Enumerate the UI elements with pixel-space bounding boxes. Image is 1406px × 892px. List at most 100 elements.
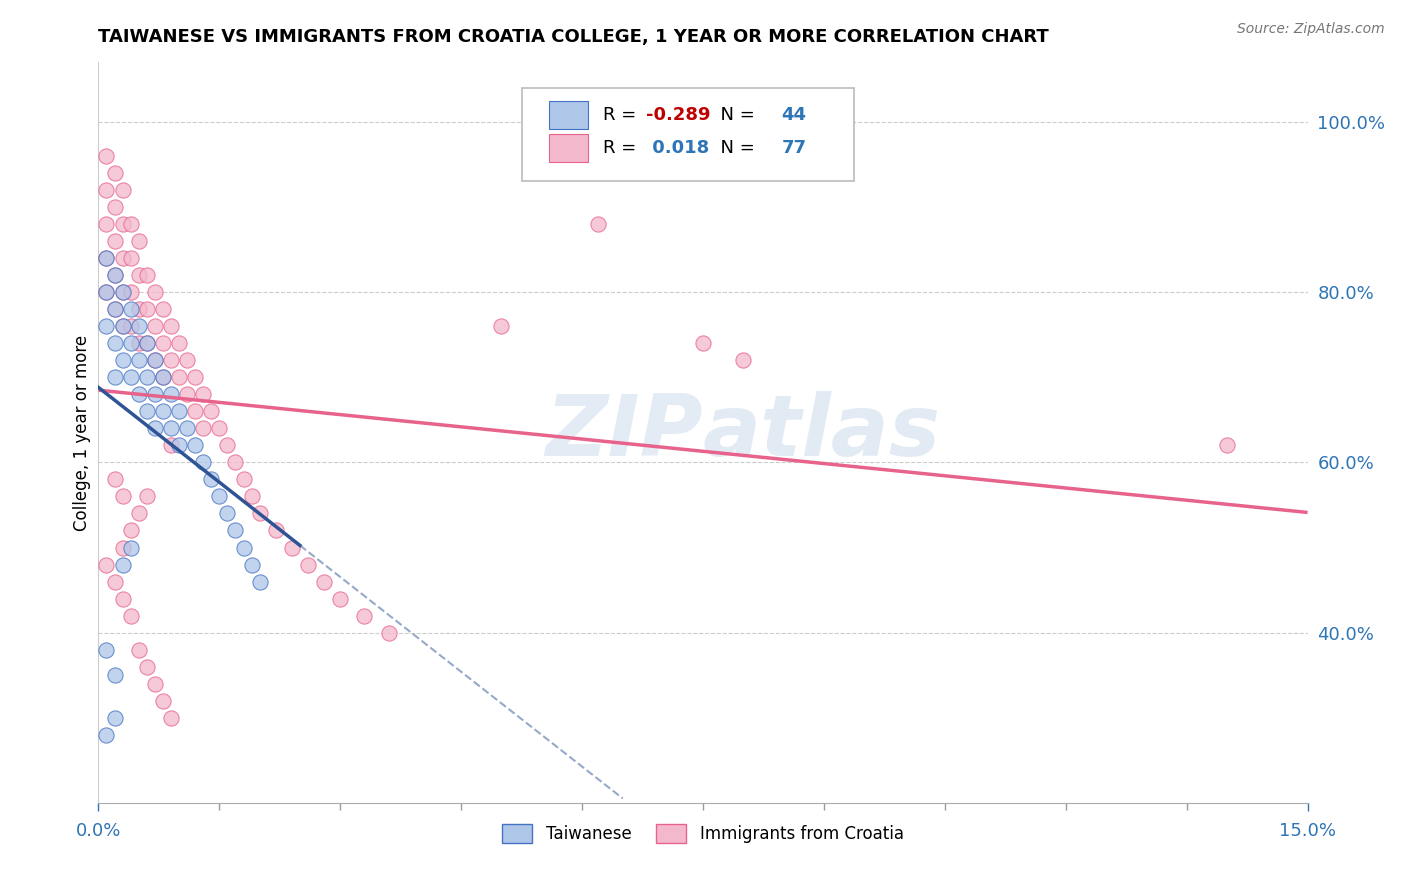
Point: [103, 166, 125, 180]
Point: [135, 659, 157, 673]
Point: [167, 336, 190, 351]
Point: [160, 353, 183, 368]
Point: [692, 336, 714, 351]
FancyBboxPatch shape: [550, 135, 588, 162]
Point: [128, 387, 150, 401]
Point: [217, 507, 239, 521]
Point: [184, 404, 207, 418]
Point: [96, 728, 118, 742]
Text: 44: 44: [782, 106, 807, 124]
Point: [152, 694, 174, 708]
Point: [111, 183, 134, 197]
Point: [103, 472, 125, 486]
Point: [152, 370, 174, 384]
Point: [193, 455, 215, 469]
Point: [240, 558, 263, 572]
Point: [184, 438, 207, 452]
Point: [176, 353, 198, 368]
Point: [135, 490, 157, 504]
Point: [96, 217, 118, 231]
Legend: Taiwanese, Immigrants from Croatia: Taiwanese, Immigrants from Croatia: [496, 817, 910, 850]
Point: [176, 387, 198, 401]
Point: [135, 404, 157, 418]
Point: [217, 438, 239, 452]
Point: [111, 319, 134, 334]
Point: [152, 302, 174, 317]
Point: [160, 711, 183, 725]
Point: [193, 421, 215, 435]
Point: [733, 353, 755, 368]
Point: [96, 251, 118, 265]
Point: [128, 319, 150, 334]
Point: [96, 642, 118, 657]
Point: [103, 268, 125, 283]
Point: [96, 149, 118, 163]
Point: [143, 353, 166, 368]
Point: [111, 541, 134, 555]
Point: [135, 370, 157, 384]
Point: [297, 558, 319, 572]
Point: [96, 319, 118, 334]
Point: [103, 574, 125, 589]
Point: [120, 285, 142, 300]
Point: [143, 421, 166, 435]
Point: [167, 370, 190, 384]
Text: ZIP: ZIP: [546, 391, 703, 475]
Text: atlas: atlas: [703, 391, 941, 475]
Point: [143, 353, 166, 368]
Text: R =: R =: [603, 139, 641, 157]
Point: [353, 608, 375, 623]
Point: [120, 251, 142, 265]
Point: [208, 490, 231, 504]
Point: [240, 490, 263, 504]
Point: [249, 507, 271, 521]
Point: [128, 336, 150, 351]
Point: [143, 676, 166, 690]
Point: [128, 642, 150, 657]
Point: [111, 285, 134, 300]
Point: [128, 353, 150, 368]
Point: [160, 438, 183, 452]
Text: R =: R =: [603, 106, 641, 124]
Point: [111, 319, 134, 334]
Point: [128, 507, 150, 521]
Point: [103, 668, 125, 682]
Text: N =: N =: [709, 139, 761, 157]
FancyBboxPatch shape: [522, 88, 855, 181]
Point: [103, 711, 125, 725]
Point: [111, 217, 134, 231]
Point: [586, 217, 609, 231]
Point: [160, 319, 183, 334]
Point: [120, 336, 142, 351]
Point: [103, 234, 125, 248]
Point: [377, 625, 399, 640]
Point: [103, 268, 125, 283]
Point: [184, 370, 207, 384]
Point: [103, 336, 125, 351]
Point: [111, 251, 134, 265]
Point: [167, 438, 190, 452]
Point: [491, 319, 513, 334]
Point: [96, 285, 118, 300]
Point: [120, 370, 142, 384]
Point: [96, 558, 118, 572]
Point: [143, 387, 166, 401]
Point: [103, 370, 125, 384]
Point: [111, 591, 134, 606]
Point: [135, 268, 157, 283]
Point: [120, 217, 142, 231]
Point: [120, 319, 142, 334]
Point: [160, 387, 183, 401]
Point: [329, 591, 352, 606]
Text: Source: ZipAtlas.com: Source: ZipAtlas.com: [1237, 22, 1385, 37]
Point: [143, 319, 166, 334]
Point: [135, 336, 157, 351]
Point: [160, 421, 183, 435]
Text: 77: 77: [782, 139, 807, 157]
Point: [120, 541, 142, 555]
Point: [200, 404, 222, 418]
Point: [120, 608, 142, 623]
Point: [103, 302, 125, 317]
Point: [103, 200, 125, 214]
Point: [152, 370, 174, 384]
